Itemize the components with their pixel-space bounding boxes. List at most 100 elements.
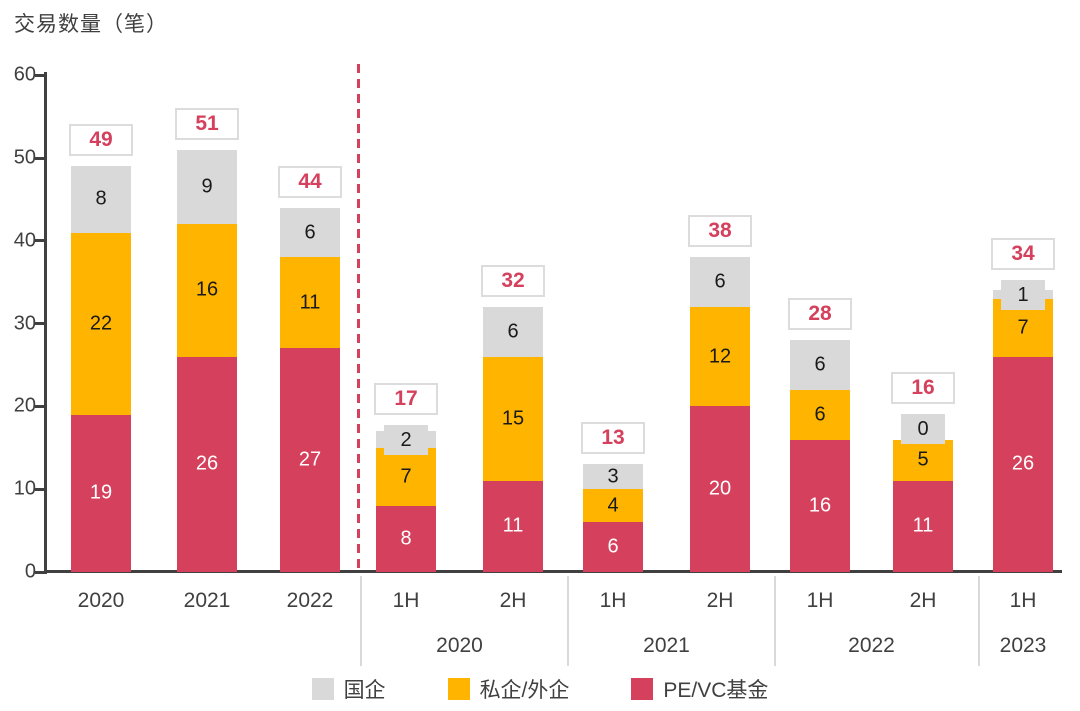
total-label-box: 51 [175,107,239,140]
x-axis-label: 2022 [286,589,334,612]
x-axis-label: 2H [499,589,527,612]
y-axis-tick-label: 10 [13,477,36,500]
segment-value-soe: 6 [304,221,316,243]
segment-value-pevc: 16 [808,494,832,517]
segment-value-pevc: 26 [195,452,219,475]
segment-value-pevc: 11 [502,514,524,537]
x-axis-label: 1H [806,589,834,612]
bar-segment-label: 9 [177,150,237,225]
segment-value-private: 12 [708,345,732,368]
x-axis-line [44,570,1062,573]
bar-segment-pevc [376,505,436,572]
bar-segment-pevc [790,439,850,572]
x-axis-label: 2H [706,589,734,612]
bar-segment-label: 4 [583,489,643,522]
bar-segment-pevc [177,356,237,572]
legend-swatch-soe [311,678,334,700]
x-axis-label: 1H [1009,589,1037,612]
bar-segment-soe [790,340,850,390]
legend-swatch-private [447,678,470,700]
y-axis-tick-mark [35,322,44,326]
total-label-box: 13 [581,422,645,455]
y-axis-line [44,72,47,574]
total-label-box: 32 [481,265,545,298]
bar-segment-private [583,489,643,523]
legend-swatch-pevc [631,678,654,700]
bar-segment-private [376,447,436,506]
segment-value-pevc: 8 [400,527,412,550]
bar-segment-label: 26 [177,357,237,572]
segment-value-soe: 6 [814,353,826,376]
segment-value-pevc: 20 [708,477,732,500]
bar-segment-pevc [280,348,340,572]
bar-segment-pevc [993,356,1053,572]
bar-segment-label: 16 [177,224,237,356]
y-axis-tick-label: 60 [13,63,36,86]
small-value-callout: 1 [1001,279,1045,310]
segment-value-private: 7 [1017,316,1029,339]
bar-segment-private [177,224,237,357]
x-axis-label: 2021 [183,589,231,612]
bar-segment-label: 20 [690,406,750,572]
y-axis-tick-label: 0 [24,560,36,583]
bar-segment-soe [71,166,131,233]
segment-value-private: 5 [917,448,929,471]
bar-segment-label: 3 [583,464,643,489]
x-axis-group-label: 2021 [643,634,690,657]
bar-segment-label: 6 [583,522,643,572]
bar-segment-label: 7 [376,448,436,506]
bar-segment-label: 12 [690,307,750,406]
y-axis-tick-mark [35,404,44,408]
segment-value-soe: 6 [714,270,726,293]
bar-segment-label: 27 [280,348,340,572]
bar-segment-private [280,257,340,349]
small-value-callout: 2 [384,424,428,455]
bar-segment-label: 6 [790,340,850,390]
segment-value-private: 11 [299,291,321,314]
bar-segment-private [893,439,953,481]
x-axis-label: 1H [599,589,627,612]
segment-value-pevc: 27 [298,448,322,471]
total-label-box: 38 [688,215,752,248]
bar-segment-private [690,307,750,407]
legend: 国企 私企/外企 PE/VC基金 [0,674,1080,704]
segment-value-private: 7 [400,465,412,488]
y-axis-tick-mark [35,487,44,491]
y-axis-tick-label: 30 [13,312,36,335]
segment-value-pevc: 19 [89,481,113,504]
bar-segment-label: 6 [483,307,543,357]
legend-label: PE/VC基金 [663,679,769,702]
x-axis-label: 2020 [77,589,125,612]
y-axis-tick-mark [35,156,44,160]
y-axis-tick-label: 50 [13,146,36,169]
segment-value-soe: 8 [95,187,107,210]
y-axis-tick-mark [35,570,44,574]
bar-segment-label: 15 [483,357,543,481]
segment-value-private: 22 [89,312,113,335]
bar-segment-label: 11 [893,481,953,572]
bar-segment-private [71,232,131,415]
bar-segment-label: 7 [993,299,1053,357]
y-axis-tick-label: 20 [13,394,36,417]
bar-segment-label: 16 [790,440,850,572]
legend-item: PE/VC基金 [631,674,768,704]
group-separator-line [978,576,980,666]
total-label-box: 44 [278,165,342,198]
bar-segment-label: 6 [690,257,750,307]
bar-segment-pevc [690,406,750,572]
bar-segment-label: 11 [483,481,543,572]
dashed-divider-line [357,64,360,572]
bar-segment-soe [583,464,643,490]
segment-value-pevc: 6 [607,535,619,558]
bar-segment-label: 26 [993,357,1053,572]
segment-value-private: 6 [814,403,826,426]
chart-title: 交易数量（笔） [14,13,168,36]
x-axis-group-label: 2023 [999,634,1047,657]
legend-item: 私企/外企 [447,674,569,704]
total-label-box: 16 [891,371,955,404]
bar-segment-pevc [893,480,953,572]
segment-value-soe: 6 [507,320,519,343]
bar-segment-soe [177,149,237,225]
